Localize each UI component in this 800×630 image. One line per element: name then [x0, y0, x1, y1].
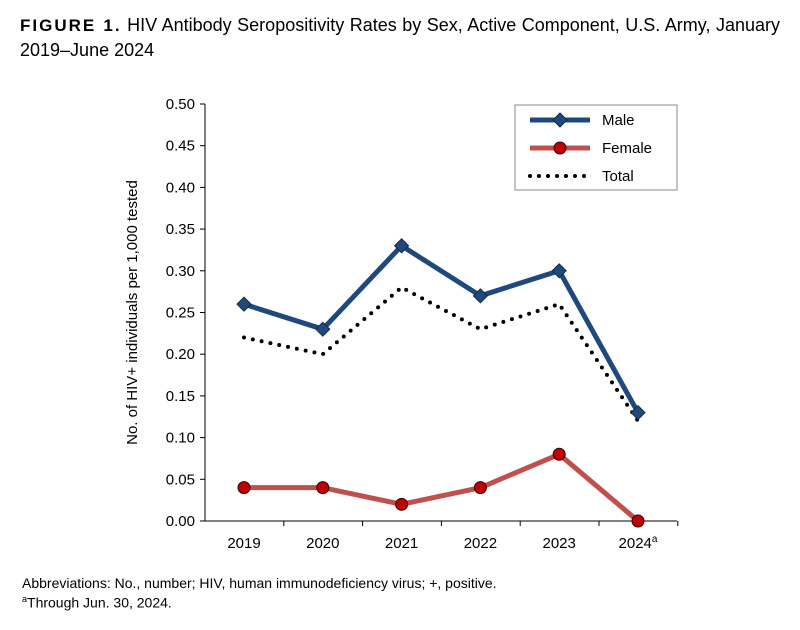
- data-point-male: [551, 263, 567, 279]
- y-axis-label: No. of HIV+ individuals per 1,000 tested: [124, 180, 141, 445]
- legend-label-total: Total: [602, 168, 634, 185]
- y-tick-label: 0.50: [166, 96, 195, 113]
- x-tick-label: 2023: [543, 535, 576, 552]
- footnote-a-text: Through Jun. 30, 2024.: [27, 594, 172, 611]
- y-tick-label: 0.40: [166, 179, 195, 196]
- series-line-total: [242, 285, 640, 423]
- footnote-a: aThrough Jun. 30, 2024.: [22, 594, 172, 611]
- x-tick-label: 2024a: [619, 534, 658, 552]
- y-tick-label: 0.15: [166, 388, 195, 405]
- x-tick-label: 2020: [306, 535, 339, 552]
- y-tick-label: 0.45: [166, 138, 195, 155]
- data-point-female: [473, 481, 487, 495]
- y-tick-label: 0.25: [166, 305, 195, 322]
- data-point-male: [315, 321, 331, 337]
- figure-label: FIGURE 1.: [20, 16, 122, 35]
- legend-marker-male: [552, 112, 568, 128]
- data-point-female: [631, 514, 645, 528]
- legend-marker-female: [553, 141, 567, 155]
- x-tick-label: 2021: [385, 535, 418, 552]
- data-point-male: [630, 404, 646, 421]
- data-point-female: [237, 481, 251, 495]
- y-tick-label: 0.30: [166, 263, 195, 280]
- y-tick-label: 0.05: [166, 471, 195, 488]
- data-point-female: [316, 481, 330, 495]
- figure-title: FIGURE 1. HIV Antibody Seropositivity Ra…: [20, 13, 780, 62]
- y-tick-label: 0.10: [166, 430, 195, 447]
- data-point-male: [472, 288, 489, 304]
- data-point-female: [395, 497, 409, 511]
- footnote-a-marker: a: [22, 594, 28, 604]
- series-line-male: [243, 243, 641, 414]
- y-tick-label: 0.00: [166, 513, 195, 530]
- y-tick-label: 0.20: [166, 346, 195, 363]
- figure-title-text: HIV Antibody Seropositivity Rates by Sex…: [20, 15, 780, 60]
- data-point-male: [393, 238, 410, 254]
- legend-label-male: Male: [602, 112, 635, 129]
- x-tick-label: 2022: [464, 535, 497, 552]
- x-tick-label: 2019: [227, 535, 260, 552]
- legend-label-female: Female: [602, 140, 652, 157]
- y-tick-label: 0.35: [166, 221, 195, 238]
- data-point-male: [236, 296, 252, 312]
- series-line-female: [244, 451, 640, 523]
- data-point-female: [552, 447, 566, 461]
- abbreviations-note: Abbreviations: No., number; HIV, human i…: [22, 575, 497, 591]
